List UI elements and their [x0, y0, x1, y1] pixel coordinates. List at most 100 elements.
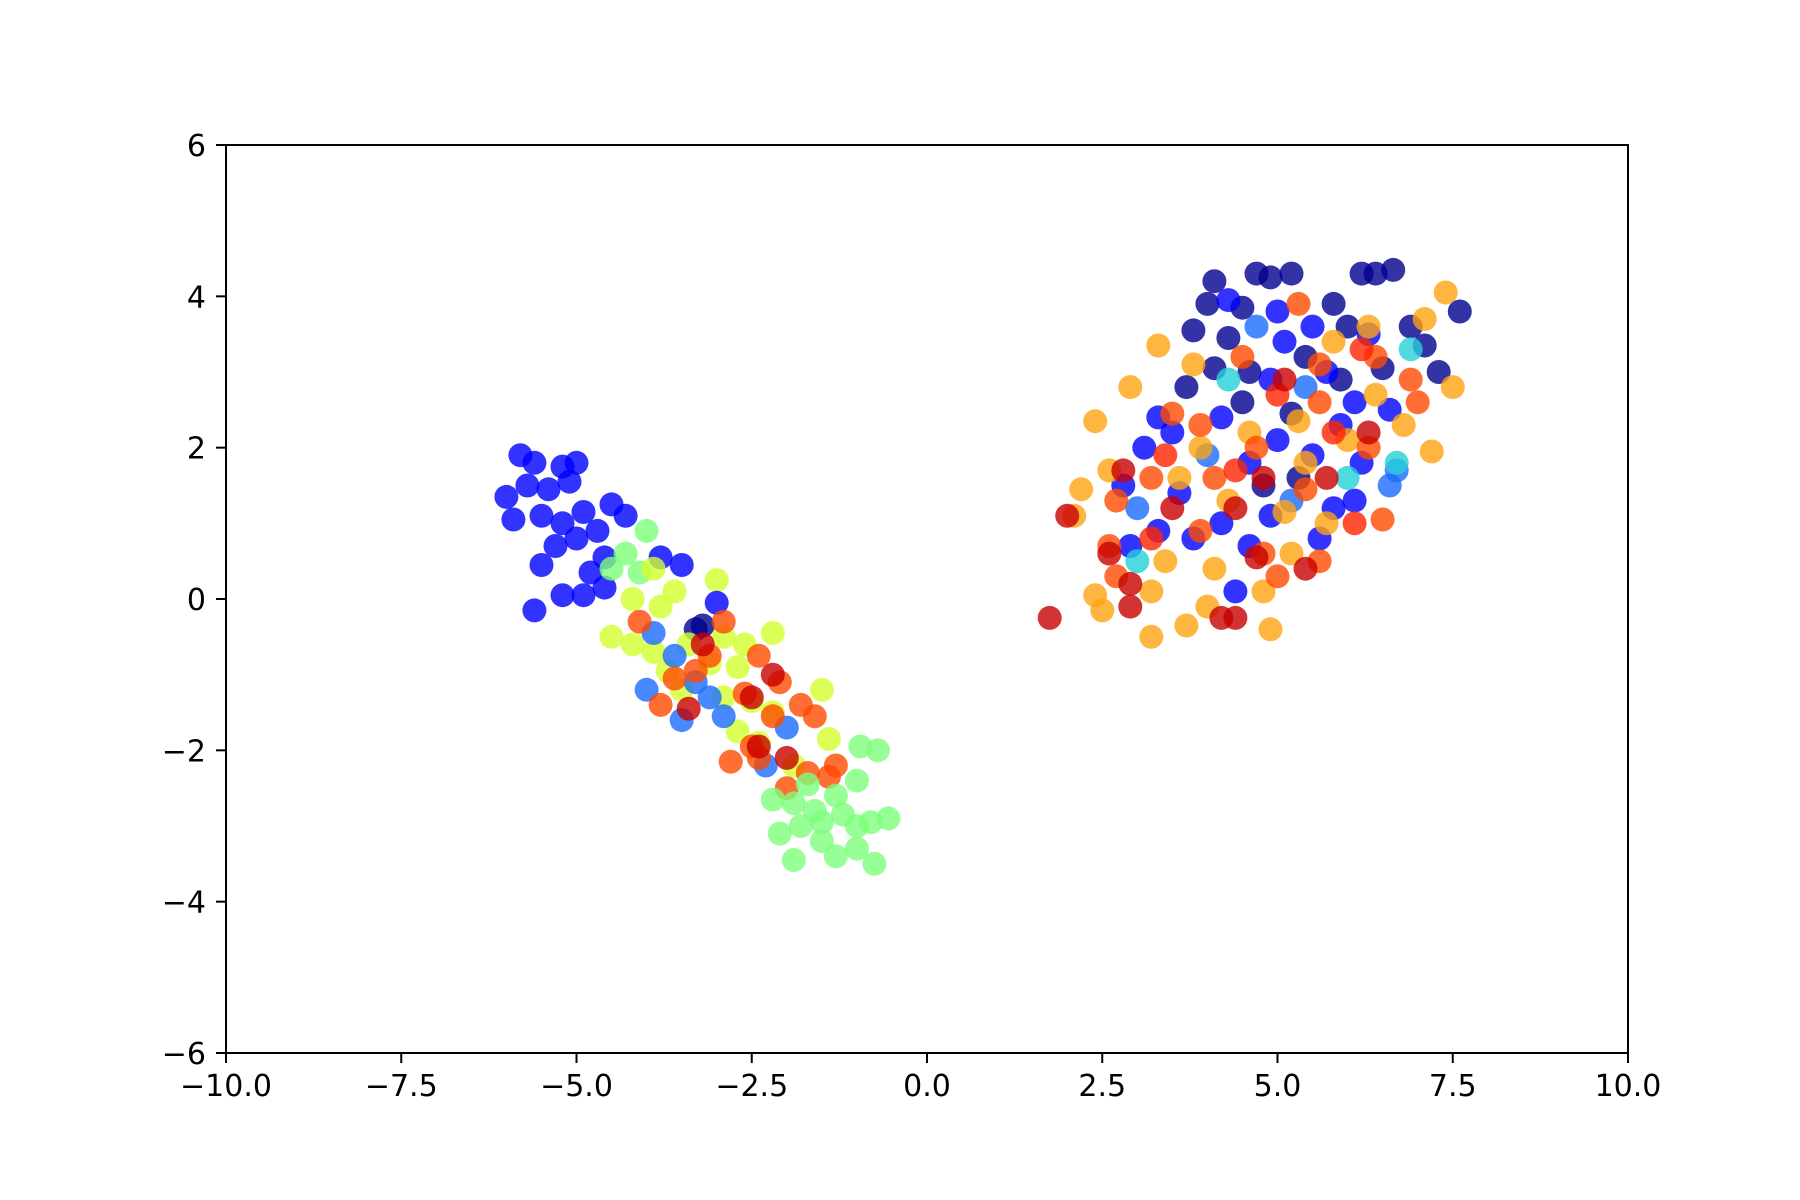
x-axis: −10.0 −7.5 −5.0 −2.5 0.0 2.5 5.0 7.5 10.0 — [180, 1053, 1661, 1104]
scatter-point — [1202, 465, 1227, 490]
scatter-point — [711, 609, 736, 634]
scatter-point — [746, 643, 771, 668]
scatter-point — [876, 806, 901, 831]
scatter-point — [1118, 594, 1143, 619]
scatter-point — [613, 503, 638, 528]
scatter-point — [620, 587, 645, 611]
scatter-point — [1181, 318, 1206, 343]
scatter-point — [1447, 299, 1472, 324]
scatter-point — [578, 560, 603, 585]
x-tick-label: −2.5 — [715, 1069, 788, 1104]
scatter-point — [1083, 409, 1108, 434]
scatter-point — [1258, 265, 1283, 290]
scatter-point — [1300, 314, 1325, 339]
scatter-point — [788, 814, 813, 838]
scatter-point — [529, 503, 554, 528]
scatter-point — [1037, 605, 1062, 630]
scatter-point — [1188, 518, 1213, 543]
scatter-point — [795, 772, 820, 797]
scatter-point — [1363, 382, 1388, 407]
scatter-point — [1349, 337, 1374, 362]
scatter-point — [1265, 299, 1290, 324]
scatter-point — [634, 518, 659, 543]
scatter-point — [718, 749, 743, 774]
scatter-point — [1118, 571, 1143, 596]
scatter-point — [1160, 420, 1185, 445]
scatter-point — [1139, 624, 1164, 649]
y-tick-label: −2 — [162, 734, 206, 769]
scatter-point — [1321, 420, 1346, 445]
scatter-point — [1097, 541, 1122, 566]
x-tick-label: −5.0 — [540, 1069, 613, 1104]
scatter-point — [767, 821, 792, 846]
scatter-point — [1398, 367, 1423, 392]
scatter-point — [739, 685, 764, 710]
scatter-point — [1244, 314, 1269, 339]
scatter-point — [1251, 465, 1276, 490]
scatter-point — [1195, 291, 1220, 316]
scatter-point — [1153, 443, 1178, 468]
x-tick-label: 5.0 — [1254, 1069, 1302, 1104]
scatter-point — [1055, 503, 1080, 528]
scatter-point — [1321, 291, 1346, 316]
scatter-point — [725, 719, 750, 744]
scatter-point — [704, 568, 729, 593]
scatter-point — [641, 640, 666, 664]
scatter-point — [760, 704, 785, 729]
scatter-point — [844, 836, 869, 861]
scatter-point — [1370, 507, 1395, 532]
scatter-point — [1279, 261, 1304, 286]
scatter-point — [1384, 450, 1409, 475]
scatter-point — [1440, 375, 1465, 400]
scatter-point — [1307, 352, 1332, 377]
y-tick-label: −4 — [162, 886, 206, 921]
scatter-point — [1342, 511, 1367, 536]
scatter-point — [1258, 617, 1283, 642]
scatter-point — [844, 768, 869, 793]
scatter-point — [760, 662, 785, 687]
x-tick-label: 7.5 — [1429, 1069, 1477, 1104]
scatter-point — [1335, 314, 1360, 339]
scatter-point — [1419, 439, 1444, 464]
scatter-point — [823, 783, 848, 808]
scatter-point — [1216, 367, 1241, 392]
scatter-point — [862, 851, 887, 876]
x-tick-label: 2.5 — [1078, 1069, 1126, 1104]
scatter-point — [781, 848, 806, 872]
scatter-point — [1174, 613, 1199, 638]
scatter-point — [760, 787, 785, 812]
scatter-point — [774, 745, 799, 770]
scatter-point — [1342, 390, 1367, 415]
scatter-point — [1335, 465, 1360, 490]
scatter-point — [1293, 477, 1318, 502]
scatter-point — [1139, 526, 1164, 551]
scatter-point — [1223, 605, 1248, 630]
scatter-point — [515, 473, 540, 498]
scatter-point — [627, 609, 652, 634]
scatter-point — [1223, 579, 1248, 604]
scatter-point — [1286, 291, 1311, 316]
scatter-point — [1209, 405, 1234, 430]
scatter-point — [746, 734, 771, 759]
scatter-point — [802, 704, 827, 729]
scatter-point — [529, 553, 554, 577]
scatter-point — [1293, 450, 1318, 475]
scatter-point — [1118, 375, 1143, 400]
scatter-point — [1405, 390, 1430, 415]
scatter-point — [1381, 257, 1406, 282]
scatter-point — [1216, 326, 1241, 350]
scatter-point — [550, 511, 575, 536]
scatter-point — [648, 594, 673, 619]
scatter-point — [592, 575, 617, 600]
scatter-point — [1188, 435, 1213, 460]
scatter-point — [760, 621, 785, 645]
scatter-point — [1293, 556, 1318, 581]
scatter-point — [1111, 458, 1136, 483]
scatter-point — [1132, 435, 1157, 460]
scatter-point — [1426, 360, 1451, 384]
scatter-point — [1391, 413, 1416, 437]
scatter-point — [1230, 390, 1255, 415]
scatter-point — [676, 696, 701, 721]
scatter-point — [536, 477, 561, 502]
